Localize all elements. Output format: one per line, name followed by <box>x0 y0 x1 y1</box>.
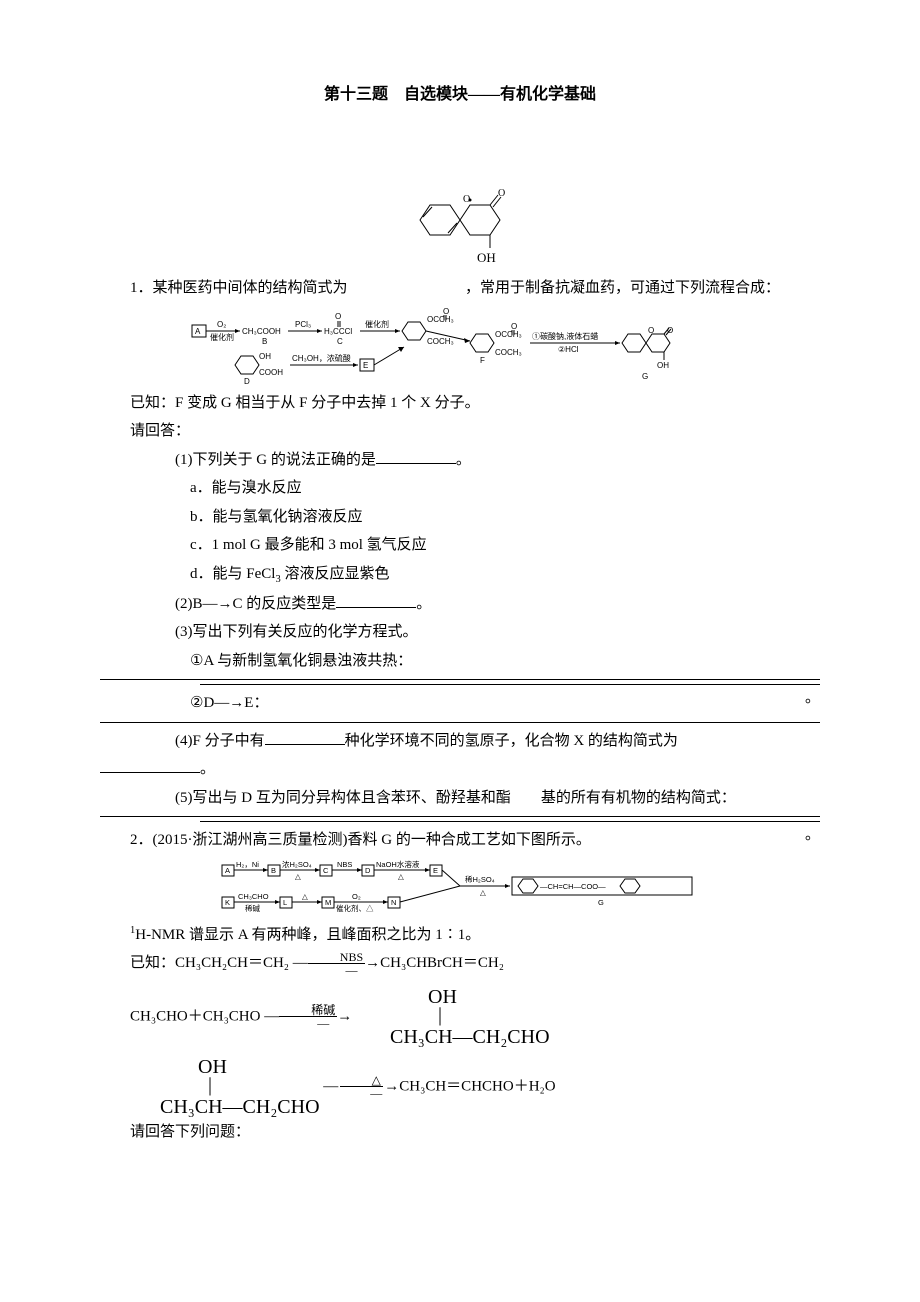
svg-text:M: M <box>325 898 331 907</box>
q2-flow-diagram: A H₂，Ni B 浓H₂SO₄ △ C NBS D NaOH水溶液 △ E K C… <box>100 859 820 917</box>
svg-text:H₃CCCl: H₃CCCl <box>324 327 352 336</box>
q1-p3: (3)写出下列有关反应的化学方程式。 <box>100 618 820 647</box>
q1-known: 已知：F 变成 G 相当于从 F 分子中去掉 1 个 X 分子。 <box>100 389 820 418</box>
q1-flow-diagram: A O₂ 催化剂 CH₃COOHB PCl₃ O H₃CCClC 催化剂 OCCH… <box>100 307 820 385</box>
svg-text:OH: OH <box>657 361 669 370</box>
svg-text:催化剂: 催化剂 <box>210 332 234 342</box>
svg-text:OCCH₃: OCCH₃ <box>495 330 522 339</box>
q1-intro: O O OH 1．某种医药中间体的结构简式为 ，常用于制备抗凝血药，可通过下列流… <box>100 180 820 303</box>
svg-text:CH₃COOH: CH₃COOH <box>242 327 281 336</box>
coumarin-structure: O O OH <box>405 180 515 270</box>
svg-text:F: F <box>480 356 485 365</box>
svg-text:O: O <box>335 312 341 321</box>
svg-text:CH₃CHO: CH₃CHO <box>238 892 269 901</box>
svg-text:△: △ <box>295 872 302 881</box>
svg-text:NaOH水溶液: NaOH水溶液 <box>376 859 420 869</box>
svg-text:浓H₂SO₄: 浓H₂SO₄ <box>282 860 312 869</box>
svg-text:催化剂: 催化剂 <box>365 319 389 329</box>
rxn2-main: CH₃CH—CH₂CHO <box>360 1026 550 1048</box>
q1-structure-diagram: O O OH <box>100 180 820 270</box>
q1-p4-blank2[interactable] <box>100 757 200 773</box>
svg-text:△: △ <box>480 888 487 897</box>
svg-text:CH₃OH，浓硫酸: CH₃OH，浓硫酸 <box>292 353 351 363</box>
svg-text:B: B <box>271 866 276 875</box>
q1-p3-1-blank1[interactable] <box>100 679 820 680</box>
svg-text:COOH: COOH <box>259 368 283 377</box>
svg-text:O: O <box>648 326 654 335</box>
svg-text:A: A <box>195 327 201 336</box>
oh-label: OH <box>477 250 496 265</box>
q1-answer-prompt: 请回答： <box>100 417 820 446</box>
svg-text:E: E <box>363 361 368 370</box>
svg-text:△: △ <box>302 892 309 901</box>
rxn3-main: CH₃CH—CH₂CHO <box>130 1096 320 1118</box>
svg-text:G: G <box>598 898 604 907</box>
svg-text:L: L <box>283 898 287 907</box>
svg-text:COCH₃: COCH₃ <box>427 337 454 346</box>
q2-answer-prompt: 请回答下列问题： <box>100 1118 820 1147</box>
svg-text:D: D <box>365 866 371 875</box>
q1-opt-b: b．能与氢氧化钠溶液反应 <box>100 503 820 532</box>
svg-text:B: B <box>262 337 267 346</box>
q1-p1: (1)下列关于 G 的说法正确的是。 <box>100 446 820 475</box>
q1-p1-blank[interactable] <box>376 448 456 464</box>
q1-intro-after: ，常用于制备抗凝血药，可通过下列流程合成： <box>465 280 780 296</box>
q1-p5-blank1[interactable] <box>100 816 820 817</box>
q1-p4: (4)F 分子中有种化学环境不同的氢原子，化合物 X 的结构简式为 <box>100 727 820 756</box>
q2-rxn3: OH | CH₃CH—CH₂CHO —△—→CH₃CH＝CHCHO＋H₂O <box>100 1056 820 1118</box>
q2-nmr: 1H-NMR 谱显示 A 有两种峰，且峰面积之比为 1∶1。 <box>100 921 820 950</box>
svg-text:COCH₃: COCH₃ <box>495 348 522 357</box>
svg-text:O: O <box>463 194 470 205</box>
svg-text:NBS: NBS <box>337 860 352 869</box>
svg-text:G: G <box>642 372 648 381</box>
svg-text:催化剂、△: 催化剂、△ <box>336 903 374 913</box>
svg-text:O: O <box>511 322 517 331</box>
page-title: 第十三题 自选模块——有机化学基础 <box>100 80 820 110</box>
q2-known1: 已知：CH₃CH₂CH＝CH₂ —NBS—→CH₃CHBrCH＝CH₂ <box>100 949 820 978</box>
q1-p3-2: ②D―→E： <box>100 689 820 718</box>
svg-text:—CH=CH—COO—: —CH=CH—COO— <box>540 882 606 891</box>
q2-rxn2: CH₃CHO＋CH₃CHO —稀碱—→ OH | CH₃CH—CH₂CHO <box>100 986 820 1048</box>
q1-p3-1-blank2[interactable] <box>200 684 820 685</box>
svg-text:OCCH₃: OCCH₃ <box>427 315 454 324</box>
q1-p5-blank2[interactable] <box>200 821 820 822</box>
q1-opt-d: d．能与 FeCl3 溶液反应显紫色 <box>100 560 820 590</box>
q1-p4-blank[interactable] <box>265 729 345 745</box>
svg-text:H₂，Ni: H₂，Ni <box>236 860 259 869</box>
svg-text:D: D <box>244 377 250 385</box>
svg-text:C: C <box>337 337 343 346</box>
svg-text:E: E <box>433 866 438 875</box>
svg-text:PCl₃: PCl₃ <box>295 320 311 329</box>
svg-text:①碳酸钠,液体石蜡: ①碳酸钠,液体石蜡 <box>532 331 598 341</box>
svg-text:A: A <box>225 866 230 875</box>
svg-text:O₂: O₂ <box>217 320 226 329</box>
q1-opt-c: c．1 mol G 最多能和 3 mol 氢气反应 <box>100 531 820 560</box>
svg-text:C: C <box>323 866 329 875</box>
q1-p3-1: ①A 与新制氢氧化铜悬浊液共热： <box>100 647 820 676</box>
q1-p5: (5)写出与 D 互为同分异构体且含苯环、酚羟基和酯 基的所有有机物的结构简式： <box>100 784 820 813</box>
svg-text:OH: OH <box>259 352 271 361</box>
svg-text:②HCl: ②HCl <box>558 345 579 354</box>
svg-text:O: O <box>498 188 505 199</box>
q1-intro-before: 1．某种医药中间体的结构简式为 <box>130 280 348 296</box>
q1-p3-2-blank[interactable] <box>100 722 820 723</box>
svg-text:稀碱: 稀碱 <box>245 903 260 913</box>
svg-text:O₂: O₂ <box>352 892 361 901</box>
q1-opt-a: a．能与溴水反应 <box>100 474 820 503</box>
q2-intro: 2．(2015·浙江湖州高三质量检测)香料 G 的一种合成工艺如下图所示。 <box>100 826 820 855</box>
svg-text:稀H₂SO₄: 稀H₂SO₄ <box>465 874 495 884</box>
q1-p4-tail: 。 <box>100 755 820 784</box>
svg-text:K: K <box>225 898 230 907</box>
svg-text:O: O <box>443 307 449 316</box>
svg-text:N: N <box>391 898 396 907</box>
q1-p2: (2)B―→C 的反应类型是。 <box>100 590 820 619</box>
svg-text:△: △ <box>398 872 405 881</box>
q1-p2-blank[interactable] <box>336 592 416 608</box>
